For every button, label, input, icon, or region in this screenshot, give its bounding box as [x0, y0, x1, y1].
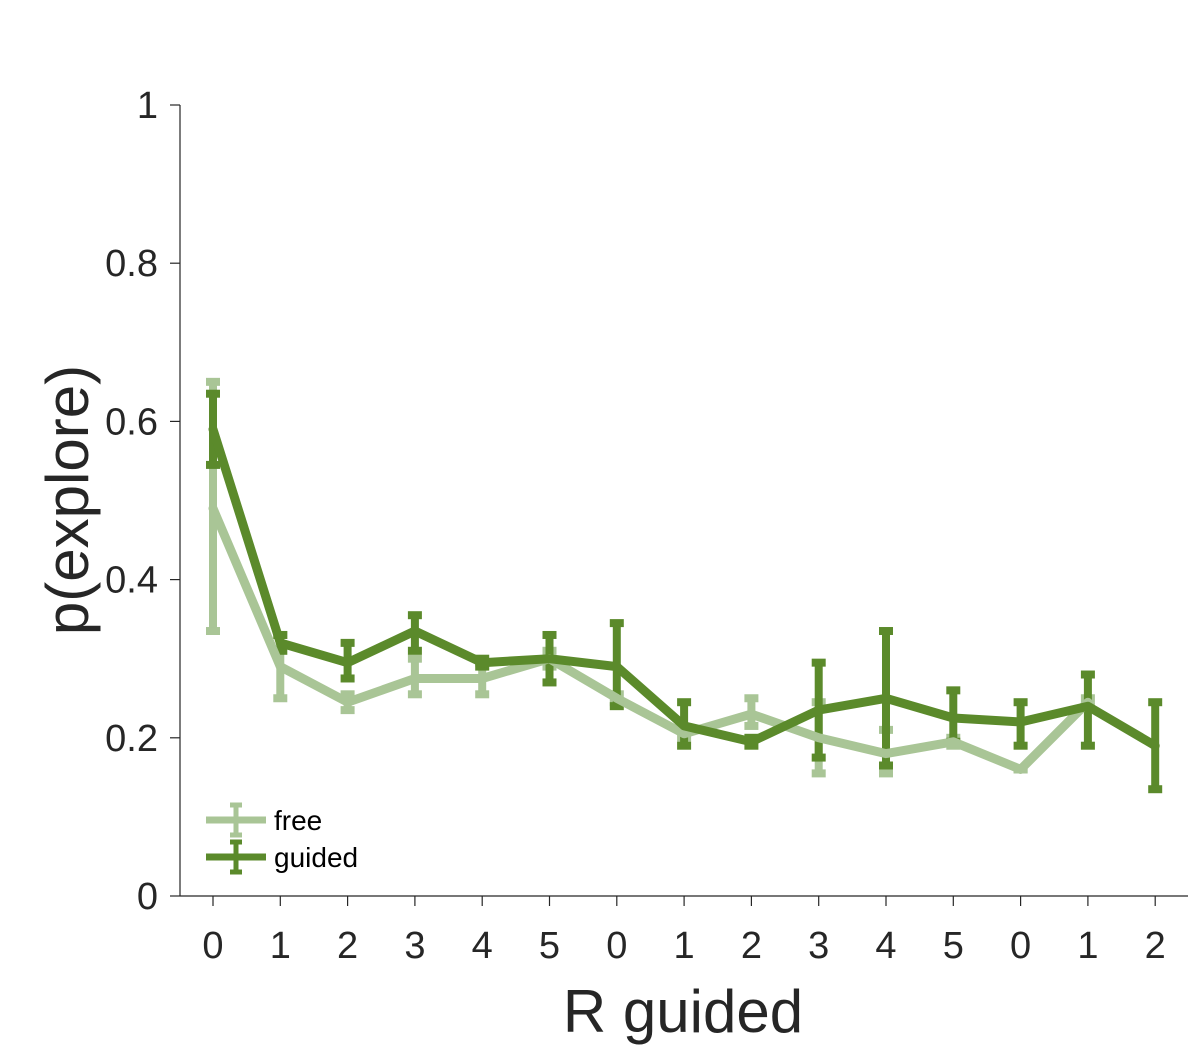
x-tick-label: 5 [539, 925, 560, 967]
legend: free guided [206, 802, 358, 875]
x-tick-label: 4 [472, 925, 493, 967]
x-tick-label: 5 [943, 925, 964, 967]
x-tick-label: 4 [875, 925, 896, 967]
x-tick-label: 2 [741, 925, 762, 967]
legend-item-guided: guided [206, 839, 358, 875]
series-line-free [208, 503, 1093, 774]
y-axis-title: p(explore) [34, 365, 101, 635]
legend-item-free: free [206, 802, 322, 838]
x-tick-label: 2 [1145, 925, 1166, 967]
x-tick-label: 3 [808, 925, 829, 967]
legend-label-free: free [274, 805, 322, 836]
series-lines [208, 424, 1160, 774]
series-line-guided [208, 424, 1160, 751]
x-tick-label: 2 [337, 925, 358, 967]
x-tick-label: 1 [270, 925, 291, 967]
x-tick-label: 0 [606, 925, 627, 967]
x-tick-label: 3 [404, 925, 425, 967]
y-tick-label: 0.6 [105, 401, 158, 443]
legend-label-guided: guided [274, 842, 358, 873]
y-tick-label: 0 [137, 876, 158, 918]
axes: 0 0.2 0.4 0.6 0.8 1 0 1 2 3 4 5 0 1 2 3 4 5 0 1 2 [105, 85, 1188, 967]
x-tick-label: 0 [1010, 925, 1031, 967]
x-tick-label: 0 [202, 925, 223, 967]
y-tick-label: 0.8 [105, 243, 158, 285]
y-tick-label: 0.4 [105, 560, 158, 602]
x-tick-label: 1 [1077, 925, 1098, 967]
y-tick-label: 0.2 [105, 718, 158, 760]
x-tick-label: 1 [674, 925, 695, 967]
y-tick-label: 1 [137, 85, 158, 127]
x-axis-title: R guided [563, 978, 803, 1045]
